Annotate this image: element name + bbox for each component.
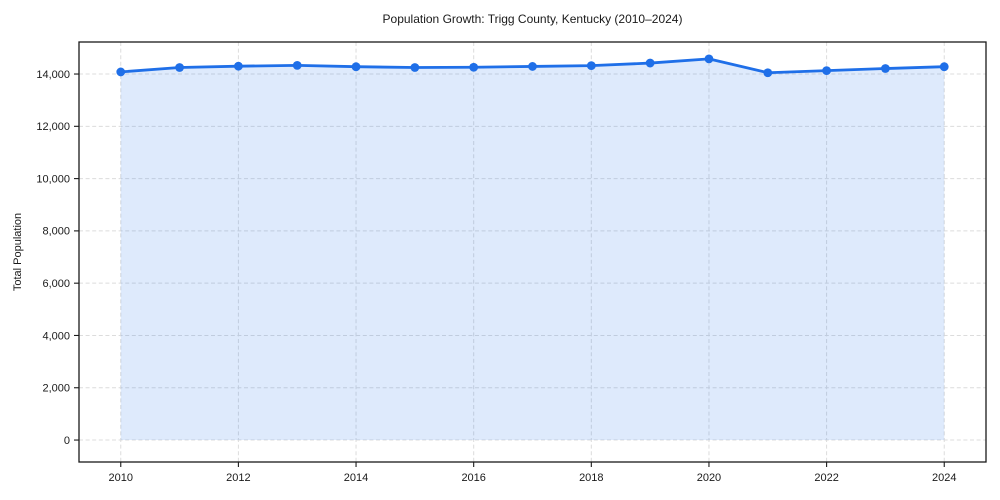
data-point-marker xyxy=(469,62,479,72)
area-fill xyxy=(120,58,945,441)
data-point-marker xyxy=(586,61,596,71)
y-tick-label: 14,000 xyxy=(36,69,70,81)
data-point-marker xyxy=(175,63,184,72)
y-tick-label: 6,000 xyxy=(42,278,70,290)
data-point-marker xyxy=(292,60,302,70)
x-tick-label: 2024 xyxy=(932,472,956,484)
data-point-marker xyxy=(704,54,714,64)
data-point-marker xyxy=(234,61,243,71)
data-point-marker xyxy=(645,58,655,68)
y-tick-label: 0 xyxy=(64,435,70,447)
data-point-marker xyxy=(528,62,537,71)
x-tick-label: 2014 xyxy=(344,472,368,484)
y-tick-label: 2,000 xyxy=(42,383,70,395)
x-tick-label: 2022 xyxy=(814,472,838,484)
data-point-marker xyxy=(410,63,420,72)
x-tick-label: 2012 xyxy=(226,472,250,484)
y-tick-label: 12,000 xyxy=(36,121,70,133)
x-tick-label: 2020 xyxy=(697,472,721,484)
x-tick-label: 2010 xyxy=(109,472,133,484)
y-tick-label: 8,000 xyxy=(42,226,70,238)
data-point-marker xyxy=(763,68,773,78)
x-tick-label: 2016 xyxy=(461,472,485,484)
plot-border xyxy=(78,41,987,463)
data-point-marker xyxy=(116,67,126,77)
y-tick-label: 10,000 xyxy=(36,173,70,185)
x-tick-label: 2018 xyxy=(579,472,603,484)
chart-title: Population Growth: Trigg County, Kentuck… xyxy=(382,12,683,26)
data-point-marker xyxy=(939,62,949,72)
data-point-marker xyxy=(881,64,890,73)
data-point-marker xyxy=(822,66,831,76)
data-point-marker xyxy=(351,62,361,72)
y-tick-label: 4,000 xyxy=(42,330,70,342)
